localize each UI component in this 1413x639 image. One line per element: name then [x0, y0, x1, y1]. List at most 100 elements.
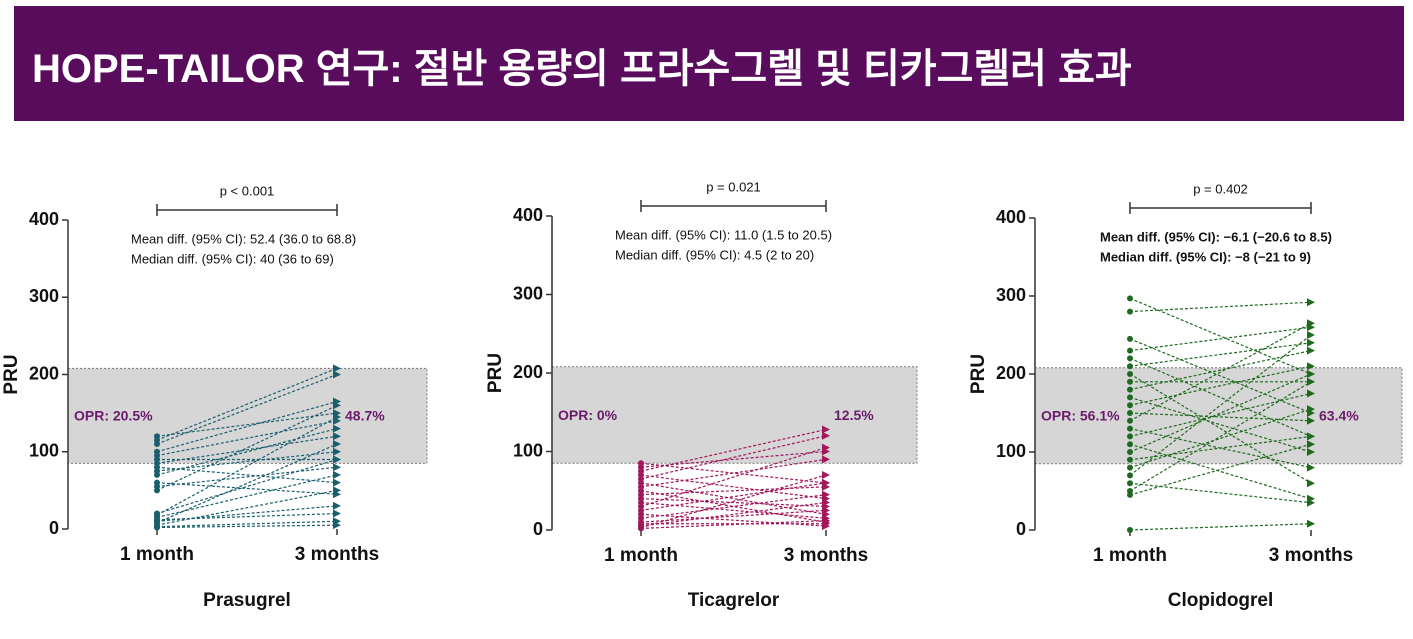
y-tick-label: 400 [996, 207, 1026, 227]
patient-line [1129, 523, 1312, 531]
y-tick-label: 100 [513, 440, 543, 460]
point-1-month [1127, 386, 1133, 393]
patient-line [156, 435, 338, 464]
patient-line [156, 443, 338, 524]
opr-label-left: OPR: 0% [558, 407, 618, 423]
patient-line [1129, 408, 1312, 469]
stat-annotation: Mean diff. (95% CI): 11.0 (1.5 to 20.5) [615, 227, 832, 242]
point-1-month [1127, 472, 1133, 479]
x-tick-label: 1 month [120, 544, 194, 565]
patient-line [156, 512, 338, 521]
point-3-months [1307, 432, 1315, 441]
point-3-months [822, 498, 830, 507]
patient-line [1129, 334, 1312, 476]
x-tick-label: 1 month [1093, 545, 1167, 566]
point-3-months [1307, 416, 1315, 425]
point-3-months [333, 486, 341, 495]
patient-line [1129, 326, 1312, 352]
patient-line [640, 428, 827, 472]
p-bracket [640, 200, 827, 212]
point-1-month [1127, 527, 1133, 533]
y-tick-label: 300 [513, 283, 543, 303]
x-axis-label: Ticagrelor [688, 590, 780, 611]
patient-line [1129, 412, 1312, 422]
point-3-months [1307, 331, 1315, 339]
point-3-months [1307, 479, 1315, 488]
patient-line [640, 447, 827, 508]
patient-line [1129, 443, 1312, 500]
x-axis-label: Clopidogrel [1168, 590, 1274, 611]
p-value: p = 0.402 [1193, 181, 1248, 196]
point-3-months [333, 447, 341, 456]
point-3-months [333, 501, 341, 510]
point-3-months [1307, 519, 1315, 528]
patient-line [1129, 482, 1312, 504]
x-tick-label: 1 month [604, 545, 678, 566]
point-3-months [1307, 389, 1315, 398]
patient-line [1129, 396, 1312, 453]
point-1-month [1127, 295, 1133, 302]
point-3-months [1307, 338, 1315, 347]
patient-line [640, 486, 827, 496]
patient-line [1129, 365, 1312, 406]
point-3-months [822, 516, 830, 525]
patient-line [640, 482, 827, 511]
point-3-months [1307, 440, 1315, 449]
y-axis-label: PRU [485, 353, 506, 393]
point-3-months [333, 424, 341, 433]
y-axis-label: PRU [968, 354, 989, 394]
patient-line [640, 513, 827, 527]
patient-line [1129, 322, 1312, 422]
patient-line [156, 458, 338, 515]
patient-line [1129, 350, 1312, 391]
y-tick-label: 300 [29, 286, 59, 306]
point-3-months [333, 440, 341, 449]
point-3-months [822, 490, 830, 499]
stat-annotation: Median diff. (95% CI): −8 (−21 to 9) [1100, 249, 1311, 264]
patient-line [156, 404, 338, 491]
point-3-months [822, 443, 830, 452]
point-1-month [154, 512, 160, 519]
patient-line [156, 373, 338, 445]
patient-line [156, 420, 338, 457]
point-3-months [822, 471, 830, 480]
patient-line [156, 367, 338, 441]
y-tick-label: 300 [996, 285, 1026, 305]
opr-band [551, 366, 918, 464]
point-1-month [1127, 441, 1133, 448]
patient-line [640, 509, 827, 523]
point-1-month [1127, 378, 1133, 385]
x-axis-label: Prasugrel [203, 590, 291, 611]
header-band: HOPE-TAILOR 연구: 절반 용량의 프라수그렐 및 티카그렐러 효과 [14, 6, 1404, 121]
patient-line [640, 482, 827, 515]
patient-line [156, 400, 338, 453]
patient-line [640, 498, 827, 508]
patient-line [1129, 357, 1312, 437]
point-3-months [1307, 405, 1315, 414]
x-tick-label: 3 months [1269, 545, 1353, 566]
point-3-months [1307, 448, 1315, 456]
patient-line [640, 462, 827, 484]
y-axis-label: PRU [1, 354, 22, 394]
patient-line [640, 435, 827, 480]
patient-line [1129, 373, 1312, 453]
point-1-month [1127, 425, 1133, 432]
patient-line [640, 458, 827, 488]
point-3-months [333, 478, 341, 487]
stat-annotation: Median diff. (95% CI): 4.5 (2 to 20) [615, 247, 814, 262]
point-1-month [1127, 433, 1133, 440]
opr-label-left: OPR: 20.5% [74, 408, 153, 424]
point-1-month [154, 524, 160, 531]
patient-line [1129, 443, 1312, 496]
point-1-month [1127, 417, 1133, 424]
patient-line [640, 494, 827, 519]
point-1-month [154, 441, 160, 448]
point-3-months [1307, 463, 1315, 472]
point-1-month [1127, 456, 1133, 463]
point-1-month [1127, 394, 1133, 401]
patient-line [156, 466, 338, 488]
x-tick-label: 3 months [784, 545, 868, 566]
y-tick-label: 200 [996, 363, 1026, 383]
